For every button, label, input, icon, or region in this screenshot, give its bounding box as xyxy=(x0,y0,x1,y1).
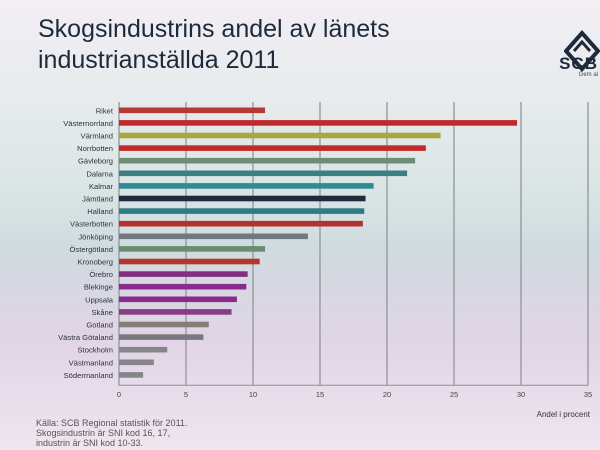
bar-Kronoberg xyxy=(119,258,260,265)
category-label: Västerbotten xyxy=(70,220,113,229)
category-label: Gävleborg xyxy=(78,157,113,166)
category-label: Östergötland xyxy=(70,245,113,254)
x-tick-label: 10 xyxy=(249,390,257,399)
category-label: Kronoberg xyxy=(78,258,113,267)
bar-Gävleborg xyxy=(119,157,416,164)
category-label: Halland xyxy=(87,207,113,216)
footnote-line-1: Källa: SCB Regional statistik för 2011. xyxy=(36,418,188,428)
logo-subtext: Gem al xyxy=(578,72,598,78)
x-tick-label: 5 xyxy=(184,390,188,399)
category-label: Gotland xyxy=(86,321,113,330)
category-label: Örebro xyxy=(89,270,113,279)
x-axis-label: Andel i procent xyxy=(537,410,591,419)
category-label: Södermanland xyxy=(64,371,113,380)
category-label: Kalmar xyxy=(89,182,114,191)
footnote-line-3: industrin är SNI kod 10-33. xyxy=(36,438,144,448)
category-label: Värmland xyxy=(81,132,114,141)
bar-Halland xyxy=(119,208,365,214)
bar-Blekinge xyxy=(119,283,247,290)
category-label: Jämtland xyxy=(82,195,113,204)
category-label: Västmanland xyxy=(69,358,113,367)
logo-text: SCB xyxy=(559,54,598,73)
category-label: Norrbotten xyxy=(77,144,113,153)
scb-logo-icon xyxy=(564,29,600,73)
category-label: Dalarna xyxy=(86,169,113,178)
bar-Gotland xyxy=(119,321,209,328)
x-tick-label: 15 xyxy=(316,390,324,399)
bar-Riket xyxy=(119,107,266,114)
bar-Västerbotten xyxy=(119,220,363,227)
bar-Dalarna xyxy=(119,170,408,177)
bar-Västmanland xyxy=(119,359,154,366)
title-line-1: Skogsindustrins andel av länets xyxy=(38,15,390,43)
category-label: Riket xyxy=(96,106,114,115)
bar-Örebro xyxy=(119,271,248,277)
bar-Jämtland xyxy=(119,195,366,202)
bar-Norrbotten xyxy=(119,145,426,151)
bar-Skåne xyxy=(119,309,232,315)
category-label: Skåne xyxy=(91,308,113,317)
chart-title: Skogsindustrins andel av länets industri… xyxy=(38,14,390,76)
bar-Västernorrland xyxy=(119,120,517,126)
bar-Västra Götaland xyxy=(119,334,204,340)
title-line-2: industrianställda 2011 xyxy=(38,46,280,74)
x-tick-label: 30 xyxy=(517,390,525,399)
x-tick-label: 35 xyxy=(584,390,592,399)
category-label: Stockholm xyxy=(78,346,113,355)
category-label: Uppsala xyxy=(85,295,114,304)
x-tick-label: 20 xyxy=(383,390,391,399)
footnote-line-2: Skogsindustrin är SNI kod 16, 17, xyxy=(36,428,171,438)
category-label: Jönköping xyxy=(78,232,113,241)
bar-Östergötland xyxy=(119,246,266,252)
footnote: Källa: SCB Regional statistik för 2011. … xyxy=(36,418,187,448)
category-label: Västra Götaland xyxy=(58,333,113,342)
bar-Kalmar xyxy=(119,183,374,189)
x-tick-label: 25 xyxy=(450,390,458,399)
x-tick-label: 0 xyxy=(117,390,121,399)
category-label: Västernorrland xyxy=(63,119,113,128)
bar-Värmland xyxy=(119,132,441,139)
category-label: Blekinge xyxy=(84,283,113,292)
bar-Södermanland xyxy=(119,372,144,378)
bar-Stockholm xyxy=(119,346,168,353)
bar-Jönköping xyxy=(119,233,308,240)
bar-Uppsala xyxy=(119,296,237,303)
